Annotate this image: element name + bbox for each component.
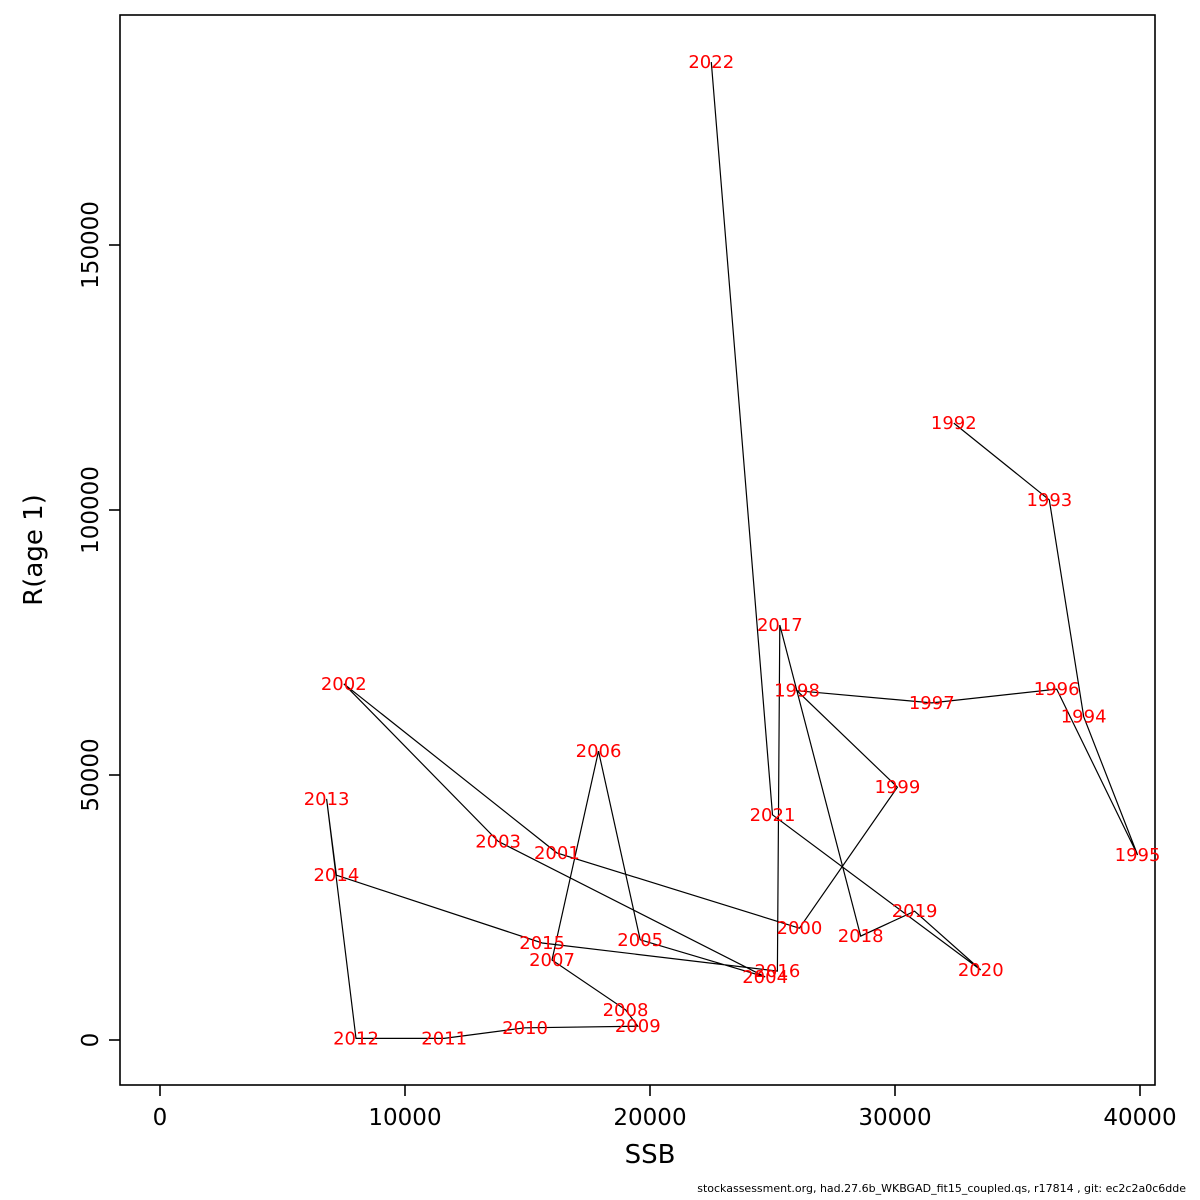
year-label-1997: 1997 — [909, 693, 955, 714]
year-label-2000: 2000 — [777, 918, 823, 939]
year-label-2003: 2003 — [475, 831, 521, 852]
year-label-1995: 1995 — [1115, 845, 1161, 866]
x-axis-tick-label: 30000 — [858, 1105, 931, 1131]
recruitment-trajectory-path — [326, 62, 1139, 1040]
x-axis-tick-label: 20000 — [613, 1105, 686, 1131]
y-axis-tick-label: 50000 — [78, 738, 104, 811]
y-axis-tick-label: 150000 — [78, 201, 104, 289]
y-axis-tick-label: 100000 — [78, 466, 104, 554]
year-label-2011: 2011 — [421, 1028, 467, 1049]
x-axis-tick-label: 0 — [153, 1105, 168, 1131]
year-label-2019: 2019 — [892, 901, 938, 922]
year-label-2005: 2005 — [617, 930, 663, 951]
year-label-2001: 2001 — [534, 843, 580, 864]
year-label-1996: 1996 — [1034, 679, 1080, 700]
year-label-2007: 2007 — [529, 950, 575, 971]
x-axis-tick-label: 10000 — [368, 1105, 441, 1131]
year-label-2010: 2010 — [502, 1018, 548, 1039]
year-label-2018: 2018 — [838, 926, 884, 947]
x-axis-title: SSB — [625, 1140, 676, 1170]
year-label-2002: 2002 — [321, 674, 367, 695]
year-label-2016: 2016 — [754, 961, 800, 982]
year-label-2021: 2021 — [750, 805, 796, 826]
year-label-1998: 1998 — [774, 681, 820, 702]
y-axis-tick-label: 0 — [78, 1033, 104, 1048]
year-label-1994: 1994 — [1061, 707, 1107, 728]
year-label-2009: 2009 — [615, 1016, 661, 1037]
year-label-2015: 2015 — [519, 933, 565, 954]
x-axis-tick-label: 40000 — [1103, 1105, 1176, 1131]
footer-citation: stockassessment.org, had.27.6b_WKBGAD_fi… — [697, 1182, 1186, 1195]
year-label-1993: 1993 — [1026, 490, 1072, 511]
year-label-2013: 2013 — [304, 789, 350, 810]
year-label-2022: 2022 — [688, 52, 734, 73]
year-label-2004: 2004 — [742, 967, 788, 988]
year-label-2008: 2008 — [603, 1000, 649, 1021]
year-label-2014: 2014 — [313, 865, 359, 886]
plot-border — [119, 14, 1156, 1086]
year-label-2006: 2006 — [576, 741, 622, 762]
y-axis-title: R(age 1) — [19, 494, 49, 606]
year-label-2020: 2020 — [958, 960, 1004, 981]
year-label-1992: 1992 — [931, 413, 977, 434]
year-label-2017: 2017 — [757, 615, 803, 636]
year-label-2012: 2012 — [333, 1028, 379, 1049]
year-label-1999: 1999 — [875, 777, 921, 798]
